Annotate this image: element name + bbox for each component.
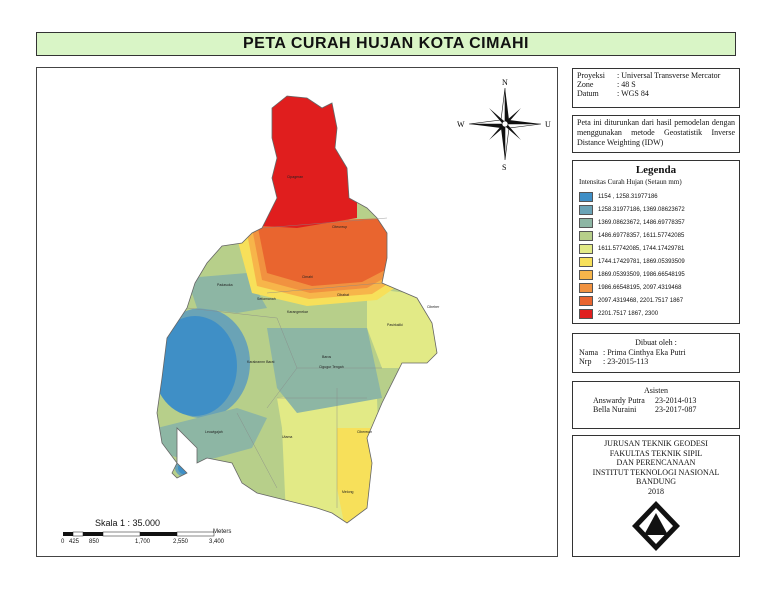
asisten-id: 23-2014-013 [655,396,697,405]
place-label: Baros [322,355,331,359]
made-by-heading: Dibuat oleh : [635,338,677,347]
legend-label: 1258.31977186, 1369.08623672 [598,206,685,213]
nama-label: Nama [579,348,599,357]
method-note: Peta ini diturunkan dari hasil pemodelan… [572,115,740,153]
legend-item: 1486.69778357, 1611.57742085 [579,229,733,242]
asisten-id: 23-2017-087 [655,405,697,414]
scale-tick: 1,700 [135,539,151,545]
legend-swatch [579,256,593,267]
legend-swatch [579,282,593,293]
asisten-panel: Asisten Answardy Putra 23-2014-013 Bella … [572,381,740,429]
nrp-label: Nrp [579,357,592,366]
institution-line: DAN PERENCANAAN [616,458,696,467]
place-label: Karangmekar [287,310,309,314]
legend-label: 2097.4319468, 2201.7517 1867 [598,297,684,304]
institution-line: FAKULTAS TEKNIK SIPIL [609,448,703,458]
legend-label: 1369.08623672, 1486.69778357 [598,219,685,226]
legend-swatch [579,191,593,202]
legend-swatch [579,295,593,306]
itenas-logo-icon [632,501,680,551]
place-label: Leuwigajah [205,430,223,434]
place-label: Karakrannn Barat [247,360,274,364]
legend-label: 1486.69778357, 1611.57742085 [598,232,685,239]
place-label: Pasirkaliki [387,323,403,327]
scale-tick: 850 [89,539,100,545]
scale-tick: 3,400 [209,539,225,545]
place-labels: Cipageran Citeureup Cimahi Cibabat Pasir… [205,175,440,494]
asisten-name: Answardy Putra [593,396,645,405]
legend-item: 2097.4319468, 2201.7517 1867 [579,294,733,307]
projection-panel: Proyeksi: Universal Transverse Mercator … [572,68,740,108]
legend-item: 1744.17429781, 1869.05393509 [579,255,733,268]
datum-label: Datum [577,89,599,98]
compass-e: U [545,120,551,129]
legend-item: 1986.66548195, 2097.4319468 [579,281,733,294]
institution-panel: JURUSAN TEKNIK GEODESI FAKULTAS TEKNIK S… [572,435,740,557]
asisten-heading: Asisten [644,386,668,395]
legend-item: 1154 , 1258.31977186 [579,190,733,203]
map-title: PETA CURAH HUJAN KOTA CIMAHI [36,32,736,56]
legend-swatch [579,217,593,228]
nrp-value: : 23-2015-113 [603,357,649,366]
north-arrow-icon: N S W U [457,78,551,172]
legend-title: Legenda [635,164,677,176]
institution-line: INSTITUT TEKNOLOGI NASIONAL [592,467,720,477]
zone-label: Zone [577,80,594,89]
legend-item: 1869.05393509, 1986.66548195 [579,268,733,281]
legend-panel: Legenda Intensitas Curah Hujan (Setaun m… [572,160,740,324]
compass-n: N [502,78,508,87]
legend-swatch [579,308,593,319]
legend-label: 1154 , 1258.31977186 [598,193,658,200]
legend-label: 1744.17429781, 1869.05393509 [598,258,685,265]
scale-label: Skala 1 : 35.000 [95,518,161,528]
scale-tick: 425 [69,539,80,545]
legend-label: 1986.66548195, 2097.4319468 [598,284,682,291]
institution-line: 2018 [648,486,664,496]
city-boundary [156,95,438,524]
place-label: Cipageran [287,175,303,179]
nama-value: : Prima Cinthya Eka Putri [603,348,686,357]
scale-unit: Meters [213,529,232,535]
legend-list: 1154 , 1258.31977186 1258.31977186, 1369.… [579,190,733,320]
place-label: Setiamanah [257,297,276,301]
place-label: Cibeber [427,305,440,309]
legend-swatch [579,230,593,241]
institution-line: JURUSAN TEKNIK GEODESI [604,439,708,448]
place-label: Melong [342,490,354,494]
proyeksi-value: : Universal Transverse Mercator [617,71,721,80]
place-label: Cigugur Tengah [319,365,344,369]
legend-label: 2201.7517 1867, 2300 [598,310,659,317]
made-by-panel: Dibuat oleh : Nama : Prima Cinthya Eka Pu… [572,333,740,373]
kelurahan-boundaries [186,217,388,508]
scale-bar [63,531,215,537]
compass-w: W [457,120,465,129]
place-label: Cimahi [302,275,313,279]
legend-label: 1869.05393509, 1986.66548195 [598,271,685,278]
legend-swatch [579,269,593,280]
legend-item: 1369.08623672, 1486.69778357 [579,216,733,229]
asisten-name: Bella Nuraini [593,405,637,414]
place-label: Citeureup [332,225,347,229]
map-svg: Cipageran Citeureup Cimahi Cibabat Pasir… [63,78,551,537]
scale-tick: 2,550 [173,539,189,545]
place-label: Cibereum [357,430,372,434]
compass-s: S [502,163,506,172]
zone-value: : 48 S [617,80,636,89]
legend-label: 1611.57742085, 1744.17429781 [598,245,685,252]
place-label: Cibabat [337,293,349,297]
legend-item: 1611.57742085, 1744.17429781 [579,242,733,255]
map-frame: Cipageran Citeureup Cimahi Cibabat Pasir… [36,67,558,557]
proyeksi-label: Proyeksi [577,71,605,80]
legend-item: 2201.7517 1867, 2300 [579,307,733,320]
datum-value: : WGS 84 [617,89,649,98]
legend-subtitle: Intensitas Curah Hujan (Setaun mm) [579,178,682,186]
place-label: Utama [282,435,292,439]
legend-item: 1258.31977186, 1369.08623672 [579,203,733,216]
institution-line: BANDUNG [636,477,676,486]
legend-swatch [579,204,593,215]
legend-swatch [579,243,593,254]
place-label: Padasuka [217,283,233,287]
scale-tick: 0 [61,539,65,545]
